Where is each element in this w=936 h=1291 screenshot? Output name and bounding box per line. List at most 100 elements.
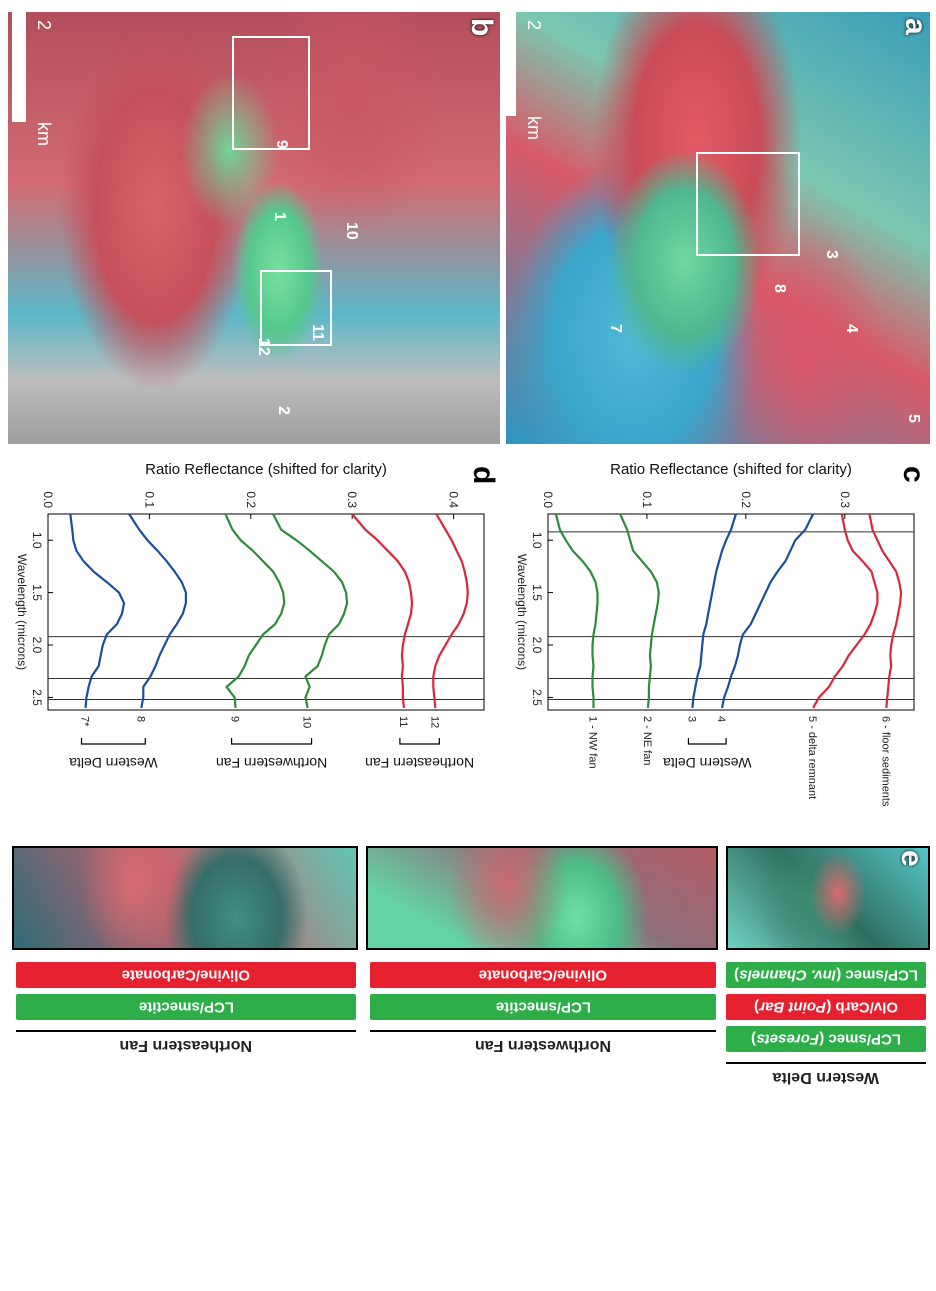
group-bracket (230, 738, 313, 745)
scale-bar (506, 12, 516, 116)
site-name: Northeastern Fan (119, 1037, 253, 1054)
x-axis-label: Wavelength (microns) (15, 554, 29, 670)
panel-letter-b: b (465, 18, 498, 37)
map-panel-a: a 2 km 7 8 3 4 5 (506, 12, 930, 444)
bar-text: ) (734, 966, 740, 984)
bar-text: LCP/smec ( (836, 966, 918, 984)
spectrum-line (691, 513, 737, 709)
summary-bar: Olivine/Carbonate (16, 962, 356, 988)
marker-1: 1 (271, 212, 288, 221)
bar-text-italic: Inv. Channels (739, 966, 836, 984)
series-label: 4 (715, 716, 727, 722)
y-tick-label: 0.3 (345, 491, 359, 508)
spectrum-line (432, 513, 469, 709)
bar-text: Olivine/Carbonate (478, 966, 608, 984)
chart-d: 1.0 1.5 2.0 2.5 0.0 0.1 0.2 0.3 0.4 Wavelength (m… (15, 461, 485, 771)
chart-c: 1.0 1.5 2.0 2.5 0.0 0.1 0.2 0.3 Wavelength (micr… (515, 461, 915, 807)
x-tick-label: 1.5 (30, 584, 44, 601)
marker-7: 7 (607, 324, 624, 333)
bar-text: LCP/smec ( (818, 1030, 901, 1048)
series-label: 5 - delta remnant (806, 716, 818, 799)
bar-text: ) (754, 998, 760, 1016)
series-label: 3 (685, 716, 697, 722)
panel-e: e LCP/smec (Inv. Channels) Olv/Carb (Poin… (8, 846, 930, 1286)
group-label: Northwestern Fan (216, 755, 327, 771)
marker-8: 8 (771, 284, 788, 293)
group-label: Northeastern Fan (365, 755, 474, 771)
x-tick-label: 2.5 (30, 689, 44, 706)
spectrum-line (351, 513, 414, 709)
spectrum-line (224, 513, 286, 709)
group-bracket (687, 738, 727, 745)
spectrum-line (868, 513, 903, 709)
x-tick-label: 1.0 (30, 532, 44, 549)
marker-2: 2 (275, 406, 292, 415)
series-label: 11 (397, 716, 409, 727)
bar-text: ) (751, 1030, 757, 1048)
bar-text-italic: Point Bar (759, 998, 826, 1016)
spectrum-line (272, 513, 349, 709)
series-label: 6 - floor sediments (879, 716, 891, 807)
series-label: 12 (428, 716, 440, 728)
y-axis-label: Ratio Reflectance (shifted for clarity) (610, 461, 852, 478)
group-label: Western Delta (663, 755, 752, 771)
y-tick-label: 0.2 (244, 491, 258, 508)
bar-text: Olivine/Carbonate (121, 966, 251, 984)
marker-12: 12 (255, 338, 272, 356)
bar-text: LCP/smectite (495, 998, 591, 1016)
scale-label: 2 (524, 20, 544, 31)
x-tick-label: 2.0 (530, 637, 544, 654)
y-tick-label: 0.1 (142, 491, 156, 508)
chart-panel-c: c 1.0 1.5 2.0 2.5 0.0 0.1 0.2 0.3 Wavelength (mi… (506, 456, 930, 836)
scale-bar (12, 12, 26, 122)
summary-bar: LCP/smectite (16, 994, 356, 1020)
site-name: Northwestern Fan (475, 1037, 612, 1054)
x-axis-label: Wavelength (microns) (515, 554, 529, 670)
spectrum-line (812, 513, 879, 709)
marker-9: 9 (273, 140, 290, 149)
bar-text: LCP/smectite (138, 998, 234, 1016)
summary-bar: Olivine/Carbonate (370, 962, 716, 988)
x-tick-label: 1.0 (530, 532, 544, 549)
inset-box (232, 36, 310, 150)
bar-text-italic: Foresets (756, 1030, 819, 1048)
spectrum-line (721, 513, 815, 709)
x-tick-label: 1.5 (530, 584, 544, 601)
spectrum-line (69, 513, 126, 709)
summary-bar: LCP/smec (Foresets) (726, 1026, 926, 1052)
inset-box (696, 152, 800, 256)
map-panel-b: b 2 km 9 10 1 11 12 2 (8, 12, 500, 444)
spectrum-line (619, 513, 660, 709)
plot-frame (47, 513, 485, 711)
y-tick-label: 0.0 (41, 491, 55, 508)
marker-4: 4 (843, 324, 860, 333)
y-axis-label: Ratio Reflectance (shifted for clarity) (145, 461, 387, 478)
spectrum-line (128, 513, 187, 709)
group-bracket (399, 738, 440, 745)
scale-label: 2 (34, 20, 54, 31)
y-tick-label: 0.2 (739, 491, 753, 508)
scale-unit: km (524, 116, 544, 140)
y-tick-label: 0.0 (541, 491, 555, 508)
y-tick-label: 0.3 (838, 491, 852, 508)
site-rule (370, 1030, 716, 1032)
marker-10: 10 (343, 222, 360, 240)
site-rule (726, 1062, 926, 1064)
summary-bar: Olv/Carb (Point Bar) (726, 994, 926, 1020)
series-label: 8 (134, 716, 146, 722)
series-label: 2 - NE fan (641, 716, 653, 766)
summary-bar: LCP/smec (Inv. Channels) (726, 962, 926, 988)
marker-3: 3 (823, 250, 840, 259)
site-rule (16, 1030, 356, 1032)
marker-11: 11 (309, 324, 326, 341)
y-tick-label: 0.4 (447, 491, 461, 508)
summary-bar: LCP/smectite (370, 994, 716, 1020)
summary-bars: LCP/smec (Inv. Channels) Olv/Carb (Point … (8, 846, 930, 1286)
x-tick-label: 2.5 (530, 689, 544, 706)
group-bracket (80, 738, 146, 745)
spectrum-line (554, 513, 599, 708)
plot-frame (547, 513, 915, 711)
x-tick-label: 2.0 (30, 637, 44, 654)
group-label: Western Delta (69, 755, 158, 771)
